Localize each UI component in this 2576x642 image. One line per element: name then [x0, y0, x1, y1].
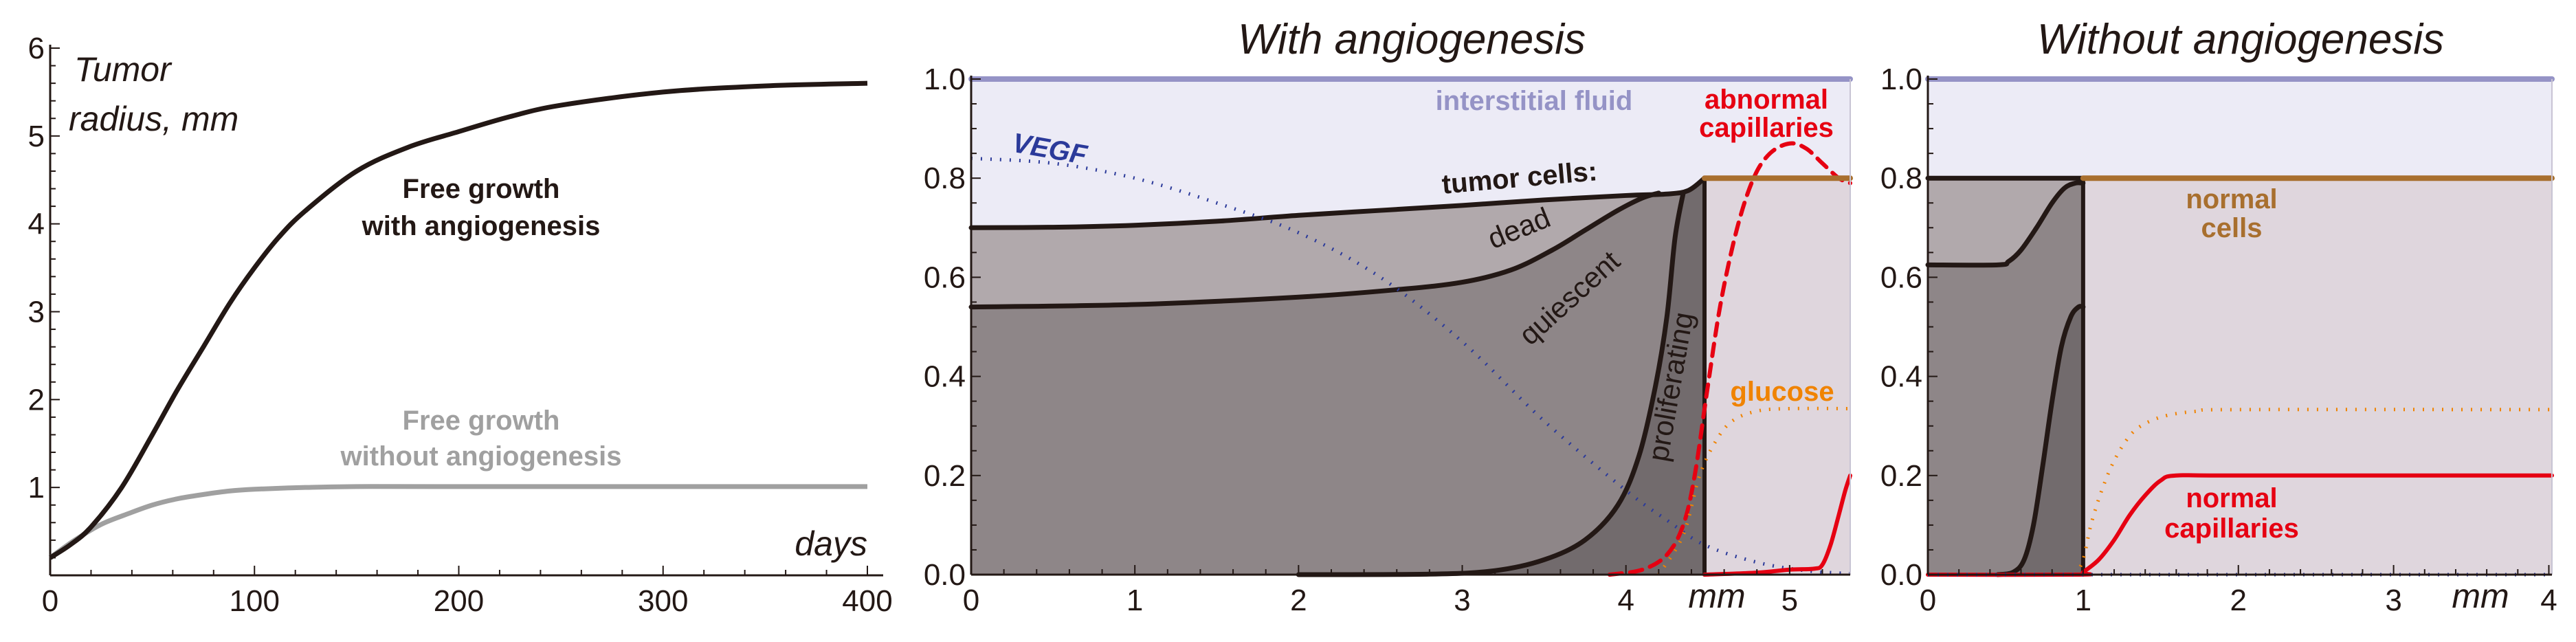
y-tick-label: 1.0 [924, 63, 966, 96]
p1-xlabel: days [795, 524, 867, 563]
normal-tissue-region [1705, 178, 1850, 575]
y-tick-label: 0.4 [924, 360, 966, 394]
x-tick-label: 4 [1617, 584, 1634, 617]
series-line-quiescent [1296, 190, 1686, 577]
without-angiogenesis-chart: 0 1 2 3 4 0.0 0.2 0.4 0.6 0.8 1.0 Without angiogen… [1880, 16, 2557, 617]
label-abnormal-line2: capillaries [1699, 113, 1834, 143]
p2-xlabel: mm [1688, 577, 1745, 615]
p3-marks: 0 1 2 3 4 0.0 0.2 0.4 0.6 0.8 1.0 [1880, 63, 2557, 617]
y-tick-label: 0.4 [1880, 360, 1922, 394]
y-tick-label: 0.0 [1880, 558, 1922, 592]
label-no-angio-line1: Free growth [403, 406, 560, 436]
proliferating-cells-region [1298, 178, 1705, 575]
p3-xlabel: mm [2452, 577, 2509, 615]
x-tick-label: 200 [434, 584, 484, 618]
y-tick-label: 4 [28, 208, 45, 241]
label-normal-cells-line1: normal [2186, 184, 2277, 214]
x-tick-label: 3 [1454, 584, 1470, 617]
p2-title: With angiogenesis [1238, 16, 1586, 63]
x-tick-label: 300 [638, 584, 688, 618]
label-normal-capillaries-line2: capillaries [2164, 513, 2299, 544]
with-angiogenesis-chart: 0 1 2 3 4 5 0.0 0.2 0.4 0.6 0.8 1.0 With angiogenes… [924, 16, 1853, 617]
series-line-glucose [1657, 406, 1851, 576]
label-glucose: glucose [1730, 377, 1834, 407]
quiescent-cells-region [971, 192, 1705, 575]
label-no-angio-line2: without angiogenesis [340, 441, 622, 472]
x-tick-label: 0 [963, 584, 979, 617]
x-tick-label: 1 [1126, 584, 1143, 617]
x-tick-label: 5 [1781, 584, 1798, 617]
y-tick-label: 2 [28, 383, 45, 417]
series-line-abnormal-capillaries [1607, 141, 1852, 577]
x-tick-label: 400 [842, 584, 892, 618]
normal-tissue-region [2083, 178, 2552, 575]
y-tick-label: 0.0 [924, 558, 966, 592]
label-angio-line2: with angiogenesis [362, 211, 601, 241]
x-tick-label: 0 [1920, 584, 1936, 617]
x-tick-label: 0 [42, 584, 58, 618]
p3-title: Without angiogenesis [2037, 16, 2444, 63]
y-tick-label: 1.0 [1880, 63, 1922, 96]
y-tick-label: 6 [28, 32, 45, 65]
series-line-tumor-cells [968, 175, 1707, 230]
series-line-without-angiogenesis [48, 484, 867, 560]
label-angio-line1: Free growth [403, 174, 560, 204]
y-tick-label: 0.6 [1880, 261, 1922, 294]
x-tick-label: 3 [2385, 584, 2401, 617]
label-interstitial-fluid: interstitial fluid [1436, 86, 1633, 116]
y-tick-label: 3 [28, 296, 45, 329]
x-tick-label: 1 [2075, 584, 2091, 617]
p1-marks: 0 100 200 300 400 1 2 3 4 5 6 [28, 32, 893, 618]
x-tick-label: 2 [2230, 584, 2246, 617]
y-tick-label: 0.2 [924, 459, 966, 493]
label-normal-capillaries-line1: normal [2186, 483, 2277, 513]
tumor-radius-chart: 0 100 200 300 400 1 2 3 4 5 6 Tumor radius, mm day… [28, 32, 893, 618]
y-tick-label: 0.8 [1880, 162, 1922, 195]
y-tick-label: 0.8 [924, 162, 966, 195]
label-normal-cells-line2: cells [2201, 213, 2263, 243]
p1-ylabel-line2: radius, mm [69, 100, 238, 138]
y-tick-label: 0.2 [1880, 459, 1922, 493]
series-line-dead-quiescent-boundary [1925, 180, 2086, 268]
series-line-normal-capillaries [1702, 473, 1852, 577]
series-line-quiescent-proliferating-boundary [1995, 304, 2086, 577]
x-tick-label: 2 [1290, 584, 1307, 617]
y-tick-label: 1 [28, 471, 45, 505]
y-tick-label: 0.6 [924, 261, 966, 294]
series-line-dead [968, 190, 1661, 310]
x-tick-label: 4 [2540, 584, 2557, 617]
label-abnormal-line1: abnormal [1705, 85, 1828, 115]
proliferating-cells-region [1997, 178, 2083, 575]
p2-marks: 0 1 2 3 4 5 0.0 0.2 0.4 0.6 0.8 1.0 [924, 63, 1853, 617]
y-tick-label: 5 [28, 120, 45, 153]
series-line-with-angiogenesis [49, 80, 868, 560]
x-tick-label: 100 [230, 584, 280, 618]
p1-ylabel-line1: Tumor [74, 50, 173, 89]
